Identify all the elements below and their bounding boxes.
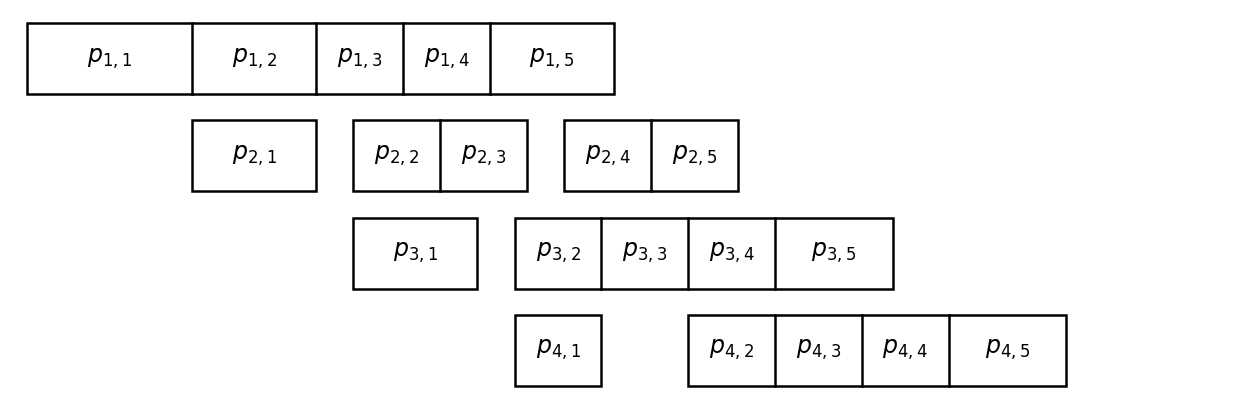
Bar — [688, 315, 1066, 386]
Text: $p_{1,4}$: $p_{1,4}$ — [424, 47, 469, 71]
Bar — [353, 218, 477, 288]
Bar — [192, 121, 316, 192]
Text: $p_{4,5}$: $p_{4,5}$ — [985, 338, 1030, 362]
Text: $p_{3,4}$: $p_{3,4}$ — [709, 241, 754, 265]
Text: $p_{3,3}$: $p_{3,3}$ — [622, 241, 667, 265]
Text: $p_{1,2}$: $p_{1,2}$ — [232, 47, 277, 71]
Text: $p_{4,1}$: $p_{4,1}$ — [536, 338, 580, 362]
Text: $p_{2,3}$: $p_{2,3}$ — [461, 144, 506, 168]
Text: $p_{3,5}$: $p_{3,5}$ — [811, 241, 857, 265]
Text: $p_{2,4}$: $p_{2,4}$ — [585, 144, 630, 168]
Text: $p_{4,3}$: $p_{4,3}$ — [796, 338, 841, 362]
Text: $p_{3,1}$: $p_{3,1}$ — [393, 241, 438, 265]
Text: $p_{4,4}$: $p_{4,4}$ — [883, 338, 928, 362]
Bar — [27, 23, 614, 94]
Bar — [564, 121, 738, 192]
Text: $p_{1,5}$: $p_{1,5}$ — [529, 47, 574, 71]
Text: $p_{4,2}$: $p_{4,2}$ — [709, 338, 754, 362]
Bar — [515, 315, 601, 386]
Text: $p_{2,1}$: $p_{2,1}$ — [232, 144, 277, 168]
Text: $p_{1,3}$: $p_{1,3}$ — [337, 47, 382, 71]
Text: $p_{3,2}$: $p_{3,2}$ — [536, 241, 580, 265]
Text: $p_{2,5}$: $p_{2,5}$ — [672, 144, 717, 168]
Text: $p_{2,2}$: $p_{2,2}$ — [374, 144, 419, 168]
Bar — [515, 218, 893, 288]
Bar — [353, 121, 527, 192]
Text: $p_{1,1}$: $p_{1,1}$ — [87, 47, 133, 71]
